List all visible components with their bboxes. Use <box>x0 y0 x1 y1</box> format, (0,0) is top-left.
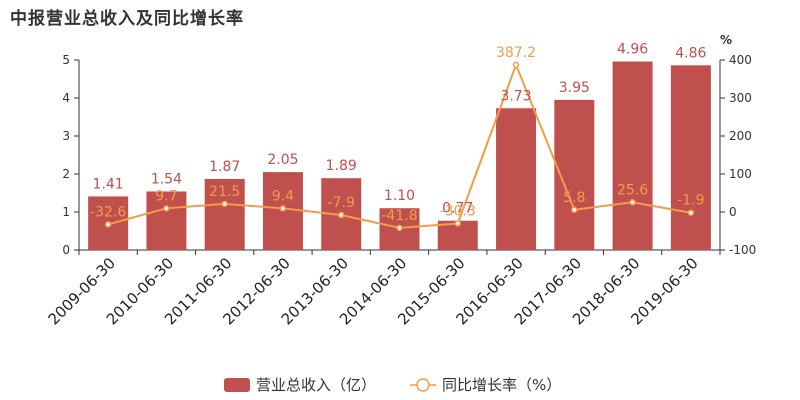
y-right-unit: % <box>720 33 732 47</box>
bar-value-label: 2.05 <box>267 152 298 168</box>
bar <box>612 61 653 250</box>
bar-value-label: 0.77 <box>442 201 473 217</box>
growth-point <box>279 205 287 212</box>
growth-value-label: -41.8 <box>381 208 417 224</box>
bar-value-label: 4.96 <box>617 42 648 58</box>
bar <box>146 191 187 250</box>
legend-bar-swatch <box>224 378 250 392</box>
y-left-tick-label: 3 <box>62 129 70 143</box>
y-left-tick-label: 0 <box>62 243 70 257</box>
growth-point <box>337 211 345 219</box>
y-right-tick-label: 300 <box>729 91 752 105</box>
y-right-tick-label: 400 <box>729 53 752 67</box>
y-right-tick-label: 100 <box>729 167 752 181</box>
growth-value-label: 9.7 <box>155 188 177 204</box>
growth-value-label: -7.9 <box>328 195 355 211</box>
legend-bar-label: 营业总收入（亿） <box>256 376 376 394</box>
bar <box>670 65 711 250</box>
growth-value-label: 25.6 <box>617 182 648 198</box>
bar-value-label: 3.73 <box>500 88 531 104</box>
bar <box>204 178 245 250</box>
growth-value-label: -30.3 <box>440 204 476 220</box>
y-left-tick-label: 2 <box>62 167 70 181</box>
legend-line-label: 同比增长率（%） <box>442 376 561 394</box>
legend-line-marker <box>416 378 430 392</box>
y-right-tick-label: 200 <box>729 129 752 143</box>
bar-value-label: 1.87 <box>209 159 240 175</box>
chart-title: 中报营业总收入及同比增长率 <box>10 9 244 29</box>
growth-point <box>221 200 228 208</box>
y-left-tick-label: 5 <box>62 53 70 67</box>
growth-line <box>104 61 695 232</box>
growth-point <box>571 206 578 214</box>
growth-point <box>163 205 170 212</box>
bar <box>496 108 537 250</box>
bar-value-label: 1.54 <box>151 171 182 187</box>
y-right-tick-label: -100 <box>729 243 756 257</box>
growth-value-label: 387.2 <box>496 45 536 61</box>
data-labels: 1.41 1.54 1.87 2.05 1.89 1.10 0.77 3.73 3.95 4.96… <box>90 42 707 224</box>
bar-value-label: 4.86 <box>675 45 706 61</box>
bar-value-label: 1.41 <box>93 176 124 192</box>
growth-point <box>104 221 112 228</box>
y-right-tick-label: 0 <box>729 205 737 219</box>
growth-value-label: -32.6 <box>90 204 126 220</box>
growth-point <box>454 220 462 227</box>
y-left-tick-label: 1 <box>62 205 70 219</box>
growth-value-label: 5.8 <box>563 190 585 206</box>
growth-point <box>512 61 520 69</box>
growth-point <box>687 209 695 216</box>
y-left-tick-label: 4 <box>62 91 70 105</box>
growth-point <box>629 199 636 206</box>
bar-value-label: 1.89 <box>326 158 357 174</box>
growth-value-label: 21.5 <box>209 184 240 200</box>
bar-value-label: 3.95 <box>559 80 590 96</box>
legend: 营业总收入（亿） 同比增长率（%） <box>224 376 561 394</box>
bar-value-label: 1.10 <box>384 188 415 204</box>
growth-value-label: 9.4 <box>272 188 294 204</box>
growth-value-label: -1.9 <box>677 193 704 209</box>
growth-point <box>396 224 403 232</box>
